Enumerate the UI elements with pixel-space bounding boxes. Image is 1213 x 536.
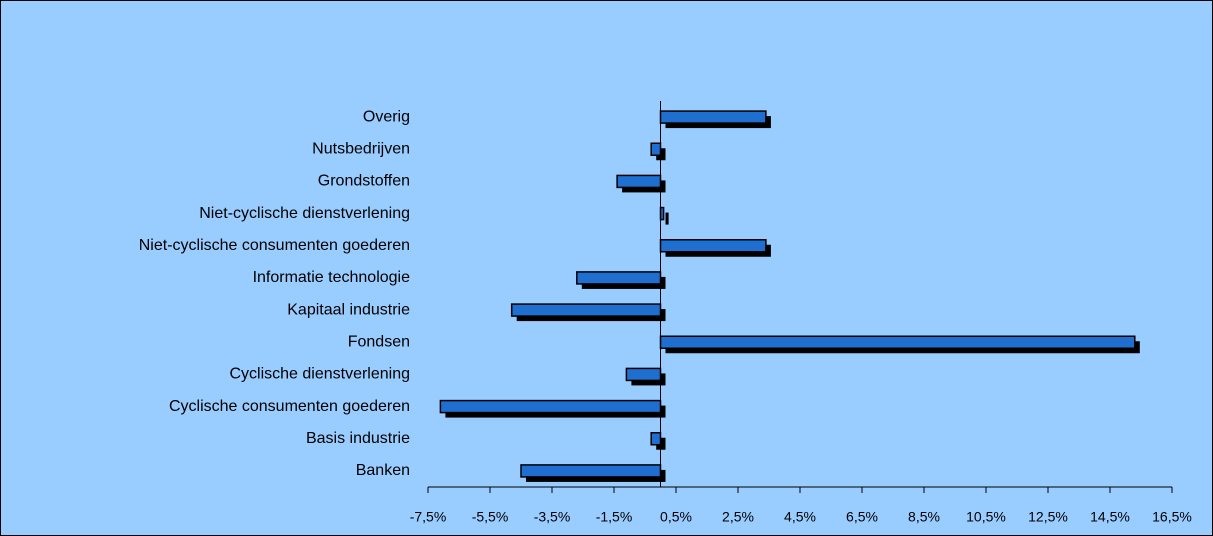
y-tick-label: Fondsen bbox=[348, 333, 410, 350]
y-tick-label: Informatie technologie bbox=[253, 269, 411, 286]
bar bbox=[616, 174, 662, 189]
y-tick-label: Basis industrie bbox=[306, 430, 410, 447]
bar bbox=[659, 110, 767, 124]
x-tick-label: 14,5% bbox=[1090, 509, 1130, 525]
bar bbox=[520, 464, 662, 478]
x-tick-label: 16,5% bbox=[1152, 509, 1192, 525]
y-tick-label: Cyclische consumenten goederen bbox=[169, 398, 410, 415]
x-tick-label: 0,5% bbox=[660, 509, 692, 525]
bar bbox=[659, 335, 1136, 349]
bar bbox=[650, 432, 662, 446]
y-tick-label: Kapitaal industrie bbox=[287, 301, 410, 318]
x-tick-label: -3,5% bbox=[534, 509, 571, 525]
x-tick-label: 8,5% bbox=[908, 509, 940, 525]
bar-shadow bbox=[665, 212, 669, 225]
x-tick-label: 10,5% bbox=[966, 509, 1006, 525]
y-tick-label: Overig bbox=[363, 108, 410, 125]
x-tick-label: 12,5% bbox=[1028, 509, 1068, 525]
bar bbox=[625, 367, 662, 382]
y-tick-label: Banken bbox=[356, 462, 410, 479]
x-tick-label: -5,5% bbox=[472, 509, 509, 525]
y-tick-label: Grondstoffen bbox=[318, 173, 410, 190]
x-tick-label: 6,5% bbox=[846, 509, 878, 525]
y-tick-label: Niet-cyclische dienstverlening bbox=[199, 205, 410, 222]
bar bbox=[576, 271, 662, 285]
y-tick-label: Nutsbedrijven bbox=[312, 140, 410, 157]
y-tick-label: Niet-cyclische consumenten goederen bbox=[139, 237, 410, 254]
x-tick-label: -7,5% bbox=[410, 509, 447, 525]
x-tick-label: -1,5% bbox=[596, 509, 633, 525]
bar bbox=[510, 303, 662, 317]
bar bbox=[650, 142, 662, 156]
x-tick-label: 2,5% bbox=[722, 509, 754, 525]
bar bbox=[659, 239, 767, 253]
y-tick-label: Cyclische dienstverlening bbox=[229, 366, 410, 383]
x-tick-label: 4,5% bbox=[784, 509, 816, 525]
bar bbox=[439, 399, 662, 414]
